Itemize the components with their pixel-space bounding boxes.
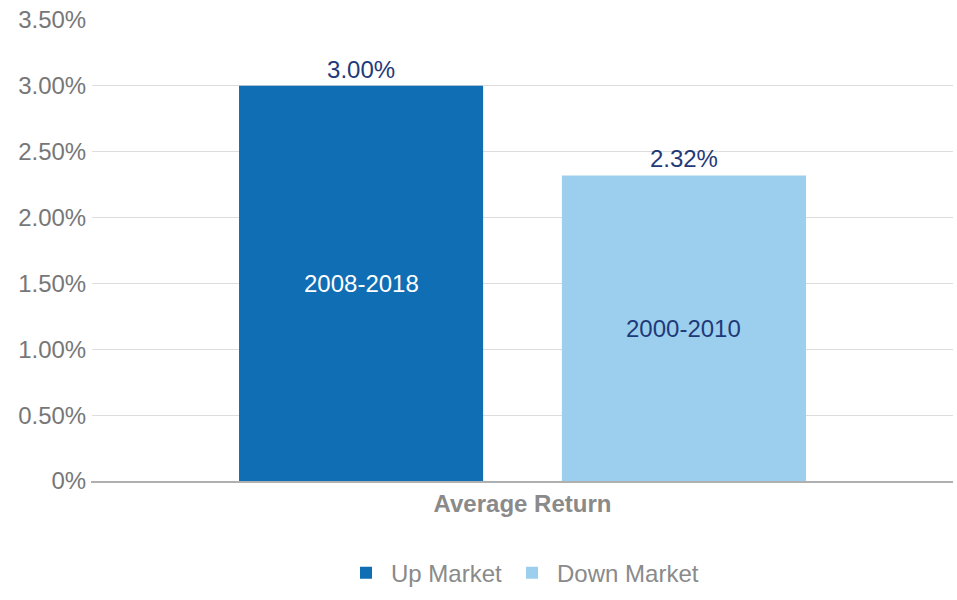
svg-text:2.00%: 2.00% <box>18 204 86 231</box>
svg-text:Up Market: Up Market <box>391 560 502 587</box>
svg-text:0.50%: 0.50% <box>18 402 86 429</box>
svg-text:Down Market: Down Market <box>557 560 699 587</box>
svg-text:2000-2010: 2000-2010 <box>626 315 741 342</box>
svg-text:2008-2018: 2008-2018 <box>304 270 419 297</box>
svg-text:3.00%: 3.00% <box>18 72 86 99</box>
svg-text:3.50%: 3.50% <box>18 6 86 33</box>
svg-text:Average Return: Average Return <box>434 490 612 517</box>
svg-text:1.00%: 1.00% <box>18 336 86 363</box>
svg-text:0%: 0% <box>52 467 87 494</box>
svg-text:2.50%: 2.50% <box>18 138 86 165</box>
svg-text:3.00%: 3.00% <box>327 56 395 83</box>
svg-text:1.50%: 1.50% <box>18 270 86 297</box>
svg-text:2.32%: 2.32% <box>650 145 718 172</box>
